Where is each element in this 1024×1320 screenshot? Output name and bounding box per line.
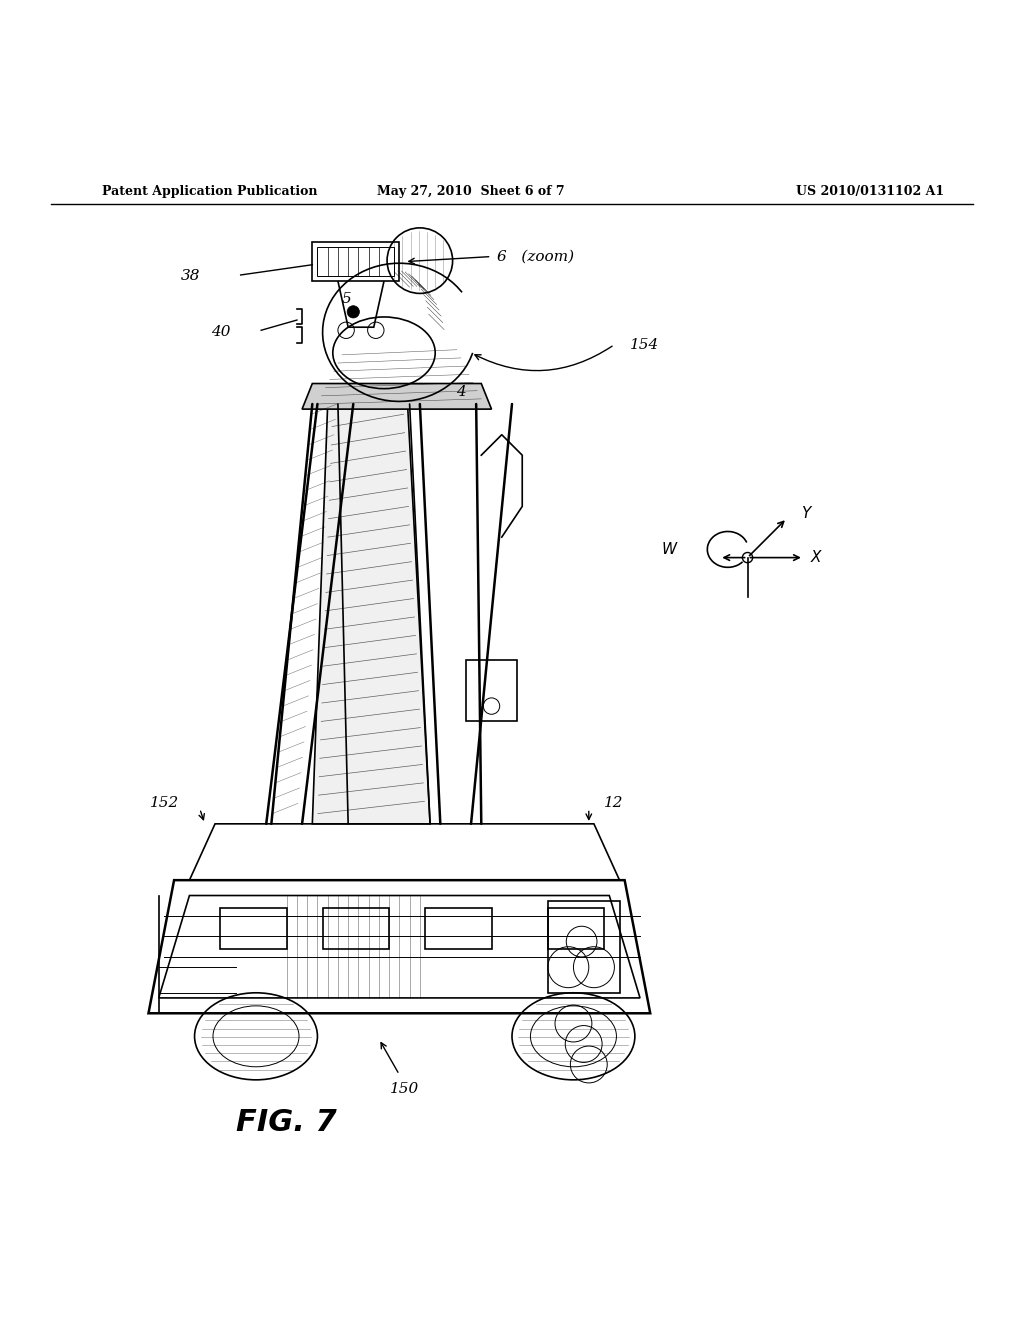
Bar [548,908,604,949]
Circle shape [387,228,453,293]
Bar [312,242,399,281]
Text: 152: 152 [150,796,179,810]
Text: 40: 40 [211,325,230,339]
Bar [425,908,492,949]
Bar [317,247,394,276]
Bar [328,913,384,944]
Bar [323,908,389,949]
Circle shape [742,553,753,562]
Text: 38: 38 [181,269,201,282]
Text: 4: 4 [456,384,466,399]
Bar [225,913,282,944]
Bar [220,908,287,949]
Text: 6   (zoom): 6 (zoom) [497,249,573,264]
Text: X: X [811,550,821,565]
Text: 12: 12 [604,796,624,810]
Circle shape [347,306,359,318]
Bar [548,900,620,993]
Text: 150: 150 [390,1082,419,1096]
Text: Y: Y [801,506,810,520]
Polygon shape [302,384,492,409]
Text: W: W [662,543,676,557]
Polygon shape [312,404,430,824]
Text: 154: 154 [630,338,659,351]
Bar [466,660,517,722]
Bar [430,913,486,944]
Text: Patent Application Publication: Patent Application Publication [102,185,317,198]
Text: FIG. 7: FIG. 7 [237,1109,337,1138]
Text: 5: 5 [341,292,351,305]
Text: US 2010/0131102 A1: US 2010/0131102 A1 [797,185,944,198]
Text: May 27, 2010  Sheet 6 of 7: May 27, 2010 Sheet 6 of 7 [377,185,565,198]
